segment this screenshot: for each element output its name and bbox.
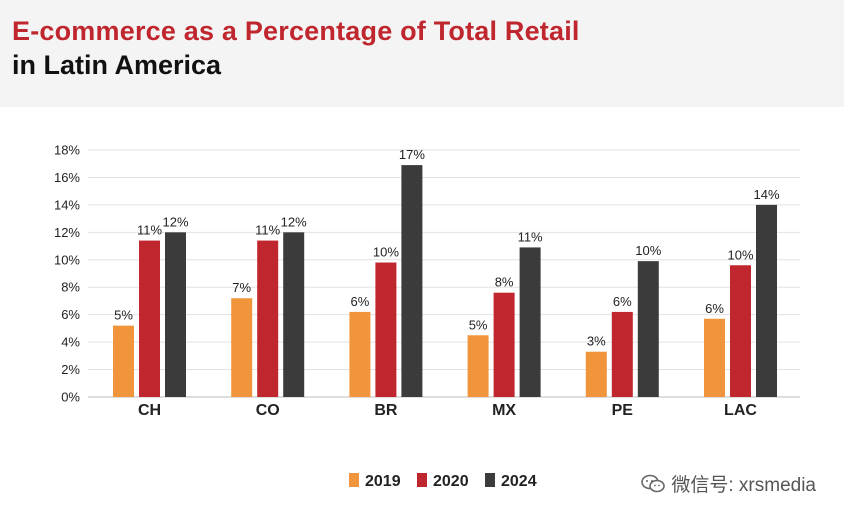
title-line-2: in Latin America bbox=[12, 50, 222, 80]
y-tick-label: 0% bbox=[61, 390, 80, 405]
y-tick-label: 8% bbox=[61, 280, 80, 295]
bar-2024-ch bbox=[165, 232, 186, 397]
bar-2024-mx bbox=[519, 247, 541, 397]
bar-2020-pe bbox=[611, 311, 633, 397]
data-label: 10% bbox=[373, 245, 399, 260]
y-tick-label: 10% bbox=[54, 252, 80, 267]
bar-2019-pe bbox=[585, 351, 607, 397]
bar-2024-lac bbox=[756, 204, 777, 397]
legend-swatch-2020 bbox=[417, 473, 427, 487]
legend-swatch-2019 bbox=[349, 473, 359, 487]
y-tick-label: 14% bbox=[54, 197, 80, 212]
x-category-label: BR bbox=[374, 402, 398, 419]
data-label: 6% bbox=[351, 294, 370, 309]
data-label: 11% bbox=[137, 223, 162, 238]
bar-2019-br bbox=[349, 311, 371, 397]
data-label: 3% bbox=[587, 334, 606, 349]
data-label: 6% bbox=[705, 301, 724, 316]
bar-2024-br bbox=[401, 165, 423, 397]
watermark-text: 微信号: xrsmedia bbox=[671, 475, 816, 496]
x-category-label: PE bbox=[612, 402, 634, 419]
y-tick-label: 18% bbox=[54, 143, 80, 158]
data-label: 11% bbox=[255, 223, 280, 238]
bar-2020-co bbox=[257, 240, 279, 397]
data-label: 8% bbox=[495, 275, 514, 290]
y-tick-label: 16% bbox=[54, 170, 80, 185]
x-category-label: MX bbox=[492, 402, 516, 419]
data-label: 12% bbox=[281, 214, 307, 229]
bar-2024-pe bbox=[637, 261, 659, 397]
y-tick-label: 12% bbox=[54, 225, 80, 240]
bar-2019-co bbox=[231, 298, 253, 397]
data-label: 7% bbox=[232, 280, 251, 295]
data-label: 5% bbox=[469, 317, 488, 332]
data-label: 10% bbox=[635, 243, 661, 258]
wechat-icon bbox=[641, 474, 666, 494]
data-label: 10% bbox=[727, 247, 753, 262]
x-category-label: CH bbox=[138, 402, 161, 419]
y-tick-label: 6% bbox=[61, 307, 80, 322]
data-label: 6% bbox=[613, 294, 632, 309]
data-label: 5% bbox=[114, 308, 133, 323]
bar-2020-ch bbox=[139, 240, 160, 397]
x-category-label: LAC bbox=[724, 402, 757, 419]
x-category-label: CO bbox=[256, 402, 280, 419]
bar-2019-ch bbox=[113, 325, 134, 397]
data-label: 17% bbox=[399, 147, 425, 162]
bar-2020-br bbox=[375, 262, 397, 397]
watermark: 微信号: xrsmedia bbox=[641, 470, 816, 497]
bar-2020-mx bbox=[493, 292, 515, 397]
legend-label-2020: 2020 bbox=[433, 473, 469, 490]
y-tick-label: 4% bbox=[61, 335, 80, 350]
data-label: 11% bbox=[518, 229, 543, 244]
bar-2019-mx bbox=[467, 335, 489, 397]
data-label: 12% bbox=[162, 214, 188, 229]
legend-swatch-2024 bbox=[485, 473, 495, 487]
bar-2020-lac bbox=[730, 265, 751, 397]
chart-title: E-commerce as a Percentage of Total Reta… bbox=[12, 14, 580, 82]
bar-2019-lac bbox=[704, 318, 725, 397]
bar-2024-co bbox=[283, 232, 305, 397]
legend-label-2024: 2024 bbox=[501, 473, 537, 490]
legend-label-2019: 2019 bbox=[365, 473, 401, 490]
y-tick-label: 2% bbox=[61, 362, 80, 377]
data-label: 14% bbox=[753, 187, 779, 202]
title-line-1: E-commerce as a Percentage of Total Reta… bbox=[12, 16, 580, 46]
